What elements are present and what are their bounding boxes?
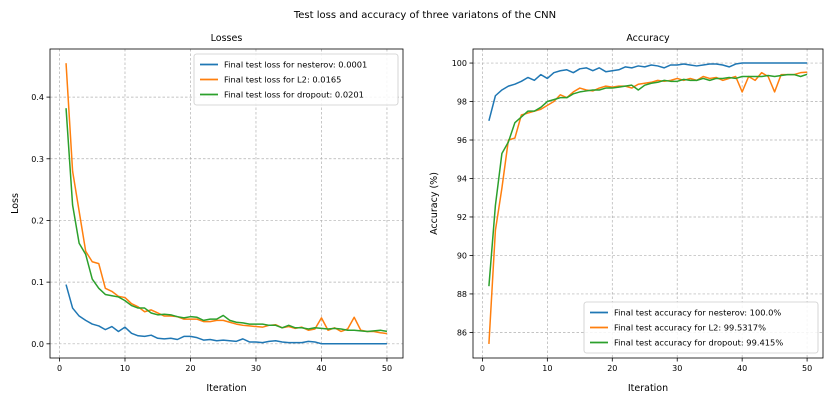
accuracy-legend-label-dropout: Final test accuracy for dropout: 99.415%: [614, 338, 783, 348]
losses-x-tick-label: 10: [120, 364, 130, 373]
accuracy-x-tick-label: 0: [480, 364, 485, 373]
accuracy-title: Accuracy: [626, 33, 670, 44]
accuracy-y-tick-label: 98: [457, 98, 467, 107]
accuracy-series-nesterov-line: [488, 62, 808, 121]
losses-axes-frame: [49, 48, 404, 359]
losses-x-tick-label: 0: [57, 364, 62, 373]
accuracy-y-tick-label: 92: [457, 213, 467, 222]
losses-y-tick-label: 0.1: [31, 278, 44, 287]
accuracy-y-tick-label: 100: [452, 59, 467, 68]
accuracy-y-axis-label: Accuracy (%): [429, 172, 440, 235]
accuracy-legend-label-l2: Final test accuracy for L2: 99.5317%: [614, 323, 766, 333]
losses-y-tick-label: 0.4: [31, 93, 44, 102]
accuracy-series-l2-line: [488, 71, 808, 344]
losses-legend-label-nesterov: Final test loss for nesterov: 0.0001: [224, 60, 367, 70]
losses-title: Losses: [211, 33, 243, 44]
accuracy-y-tick-label: 86: [457, 328, 467, 337]
accuracy-axes-frame: [472, 48, 824, 359]
losses-x-tick-label: 40: [316, 364, 326, 373]
losses-legend-label-l2: Final test loss for L2: 0.0165: [224, 75, 341, 85]
losses-x-axis-label: Iteration: [206, 383, 246, 394]
figure-suptitle: Test loss and accuracy of three variaton…: [293, 10, 556, 21]
losses-series-dropout-line: [65, 108, 388, 333]
losses-chart: Losses 0 10 20 30 40 50 0.0 0.1 0.2 0.3 0.4 Iteratio…: [10, 33, 404, 394]
losses-y-tick-label: 0.3: [31, 155, 44, 164]
accuracy-series-dropout-line: [488, 73, 808, 287]
accuracy-x-axis-label: Iteration: [628, 383, 668, 394]
losses-x-tick-label: 50: [382, 364, 392, 373]
accuracy-x-tick-label: 20: [607, 364, 617, 373]
accuracy-y-tick-label: 96: [457, 136, 467, 145]
accuracy-y-tick-label: 90: [457, 251, 467, 260]
accuracy-legend-label-nesterov: Final test accuracy for nesterov: 100.0%: [614, 308, 781, 318]
accuracy-x-tick-label: 40: [737, 364, 747, 373]
losses-y-tick-label: 0.0: [31, 340, 44, 349]
losses-x-tick-label: 30: [251, 364, 261, 373]
accuracy-x-tick-label: 50: [802, 364, 812, 373]
losses-x-tick-label: 20: [185, 364, 195, 373]
accuracy-legend: Final test accuracy for nesterov: 100.0%…: [583, 301, 819, 354]
losses-legend-frame: [193, 53, 399, 106]
losses-y-tick-label: 0.2: [31, 216, 44, 225]
accuracy-legend-frame: [583, 301, 819, 354]
losses-legend-label-dropout: Final test loss for dropout: 0.0201: [224, 90, 364, 100]
accuracy-x-tick-label: 10: [542, 364, 552, 373]
accuracy-y-tick-label: 88: [457, 290, 467, 299]
losses-y-axis-label: Loss: [10, 193, 21, 214]
losses-series-nesterov-line: [65, 284, 387, 345]
accuracy-chart: Accuracy 0 10 20 30 40 50 86 88 90 92 94 96 98 100 Iter…: [429, 33, 824, 394]
losses-legend: Final test loss for nesterov: 0.0001 Fina…: [193, 53, 399, 106]
accuracy-x-tick-label: 30: [672, 364, 682, 373]
accuracy-y-tick-label: 94: [457, 174, 467, 183]
